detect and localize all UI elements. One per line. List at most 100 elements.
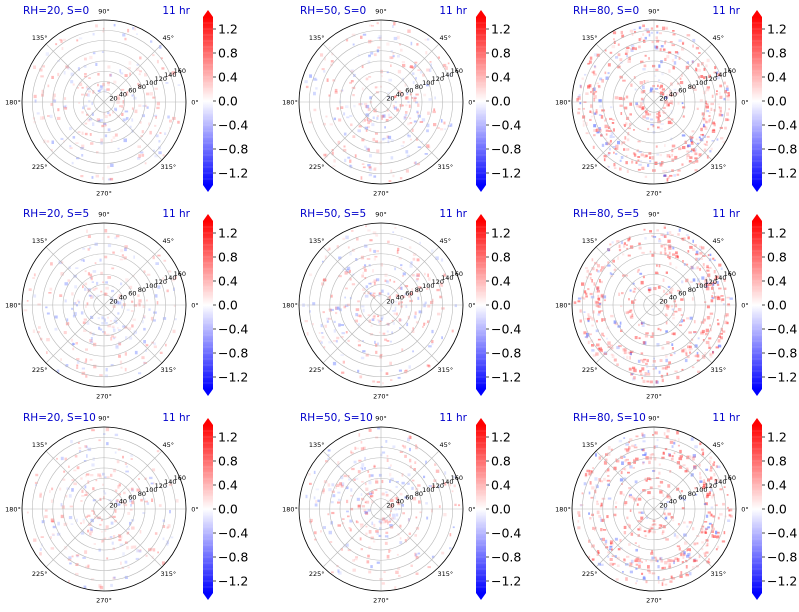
heatmap-cell (584, 317, 588, 320)
heatmap-cell (365, 500, 370, 504)
heatmap-cell (97, 120, 101, 123)
heatmap-cell (407, 537, 410, 540)
heatmap-cell (427, 273, 429, 278)
heatmap-cell (396, 108, 399, 112)
heatmap-cell (626, 516, 629, 520)
heatmap-cell (370, 51, 374, 55)
heatmap-cell (85, 348, 88, 351)
heatmap-cell (372, 315, 376, 320)
heatmap-cell (380, 453, 383, 457)
heatmap-cell (73, 302, 76, 306)
colorbar-extend-max (476, 214, 486, 221)
heatmap-cell (651, 453, 655, 457)
heatmap-cell (625, 274, 628, 277)
heatmap-cell (653, 45, 658, 49)
heatmap-cell (641, 321, 645, 325)
heatmap-cell (627, 237, 630, 242)
heatmap-cell (686, 469, 689, 473)
heatmap-cell (643, 228, 646, 231)
heatmap-cell (670, 110, 673, 114)
heatmap-cell (637, 497, 642, 501)
heatmap-cell (652, 85, 655, 87)
heatmap-cell (626, 116, 630, 120)
heatmap-cell (395, 481, 399, 483)
heatmap-cell (697, 257, 701, 261)
heatmap-cell (610, 448, 613, 451)
heatmap-cell (652, 496, 655, 499)
heatmap-cell (662, 278, 665, 282)
heatmap-cell (655, 380, 659, 384)
heatmap-cell (377, 342, 379, 345)
heatmap-cell (308, 473, 311, 476)
heatmap-cell (645, 117, 650, 120)
heatmap-cell (364, 244, 368, 248)
heatmap-cell (673, 61, 677, 65)
heatmap-cell (652, 364, 655, 367)
heatmap-cell (715, 479, 719, 482)
heatmap-cell (104, 229, 108, 233)
heatmap-cell (612, 128, 615, 132)
heatmap-cell (604, 470, 608, 473)
heatmap-cell (33, 65, 36, 69)
heatmap-cell (376, 250, 379, 253)
heatmap-cell (722, 303, 725, 306)
heatmap-cell (136, 549, 140, 553)
heatmap-cell (98, 326, 101, 330)
heatmap-cell (686, 153, 690, 158)
heatmap-cell (46, 338, 50, 342)
heatmap-cell (596, 82, 599, 85)
heatmap-cell (657, 485, 661, 488)
heatmap-cell (656, 264, 658, 267)
heatmap-cell (138, 550, 142, 553)
heatmap-cell (401, 444, 404, 447)
heatmap-cell (668, 69, 671, 73)
colorbar-tick-label: −1.2 (767, 574, 797, 589)
heatmap-cell (663, 244, 666, 247)
angle-tick-label: 180° (5, 302, 21, 310)
heatmap-cell (368, 173, 373, 177)
heatmap-cell (596, 286, 600, 290)
heatmap-cell (360, 176, 363, 180)
heatmap-cell (342, 360, 345, 364)
heatmap-cell (441, 551, 445, 555)
heatmap-cell (327, 317, 332, 320)
heatmap-cell (589, 517, 592, 520)
heatmap-cell (705, 544, 709, 547)
heatmap-cell (638, 45, 641, 49)
radial-tick-label: 40 (396, 294, 404, 302)
colorbar-tick-label: −0.4 (767, 118, 797, 133)
heatmap-cell (352, 568, 356, 572)
heatmap-cell (364, 501, 367, 504)
heatmap-cell (441, 336, 443, 340)
heatmap-cell (613, 358, 617, 362)
heatmap-cell (146, 92, 150, 96)
heatmap-cell (401, 481, 405, 485)
heatmap-cell (589, 470, 593, 473)
heatmap-cell (67, 580, 70, 583)
heatmap-cell (101, 124, 105, 128)
heatmap-cell (414, 61, 418, 64)
heatmap-cell (359, 523, 364, 526)
heatmap-cell (82, 519, 85, 524)
heatmap-cell (135, 67, 140, 71)
heatmap-cell (373, 295, 376, 299)
heatmap-cell (647, 113, 652, 116)
heatmap-cell (706, 305, 710, 309)
heatmap-cell (661, 579, 665, 582)
heatmap-cell (690, 138, 693, 142)
heatmap-cell (38, 326, 41, 329)
heatmap-cell (654, 431, 656, 434)
heatmap-cell (170, 536, 174, 539)
heatmap-cell (594, 65, 597, 69)
heatmap-cell (324, 255, 327, 259)
heatmap-cell (46, 351, 48, 354)
heatmap-cell (348, 527, 351, 529)
heatmap-cell (592, 310, 595, 314)
heatmap-cell (413, 98, 417, 102)
heatmap-cell (417, 103, 420, 107)
heatmap-cell (142, 315, 146, 318)
heatmap-cell (602, 295, 607, 299)
heatmap-cell (145, 343, 148, 347)
heatmap-cell (644, 334, 649, 338)
heatmap-cell (325, 460, 329, 463)
